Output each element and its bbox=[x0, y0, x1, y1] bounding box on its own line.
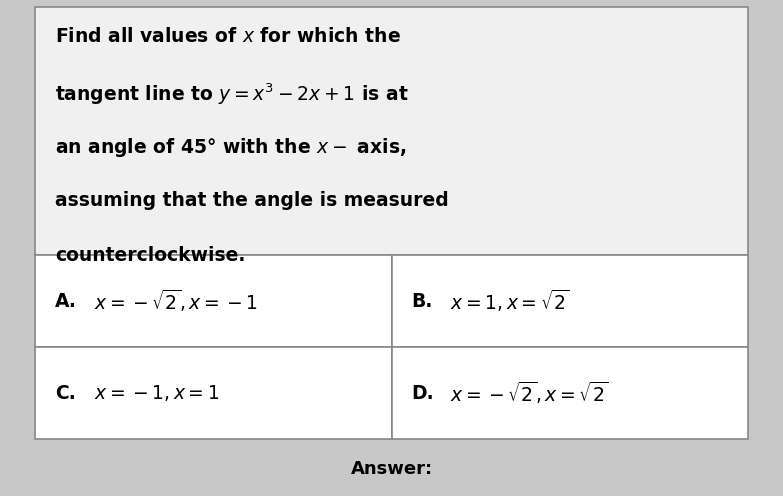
Text: $x = -1, x = 1$: $x = -1, x = 1$ bbox=[94, 383, 219, 403]
Bar bbox=[35, 347, 392, 439]
Text: Find all values of $x$ for which the: Find all values of $x$ for which the bbox=[55, 27, 401, 46]
Text: $x = -\sqrt{2}, x = -1$: $x = -\sqrt{2}, x = -1$ bbox=[94, 288, 258, 314]
Text: B.: B. bbox=[411, 292, 432, 311]
Bar bbox=[392, 255, 748, 347]
Text: counterclockwise.: counterclockwise. bbox=[55, 246, 245, 264]
Text: D.: D. bbox=[411, 383, 434, 403]
Text: Answer:: Answer: bbox=[351, 460, 432, 478]
Text: $x = -\sqrt{2}, x = \sqrt{2}$: $x = -\sqrt{2}, x = \sqrt{2}$ bbox=[450, 380, 608, 406]
Bar bbox=[392, 347, 748, 439]
Bar bbox=[35, 255, 392, 347]
Text: tangent line to $y = x^3 - 2x + 1$ is at: tangent line to $y = x^3 - 2x + 1$ is at bbox=[55, 82, 409, 107]
Bar bbox=[35, 7, 748, 255]
Text: C.: C. bbox=[55, 383, 76, 403]
Text: A.: A. bbox=[55, 292, 77, 311]
Text: assuming that the angle is measured: assuming that the angle is measured bbox=[55, 191, 449, 210]
Text: an angle of 45° with the $x -$ axis,: an angle of 45° with the $x -$ axis, bbox=[55, 136, 406, 159]
Text: $x = 1, x = \sqrt{2}$: $x = 1, x = \sqrt{2}$ bbox=[450, 288, 570, 314]
